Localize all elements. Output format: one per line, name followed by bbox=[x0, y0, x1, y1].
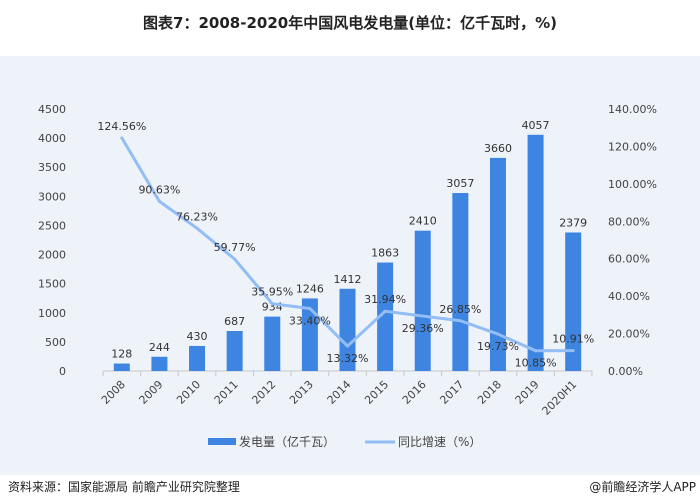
left-axis-tick-label: 500 bbox=[45, 336, 66, 349]
bar-data-label: 1246 bbox=[296, 282, 324, 295]
bar bbox=[565, 232, 582, 371]
bar-data-label: 2410 bbox=[409, 215, 437, 228]
x-axis-tick-label: 2019 bbox=[513, 378, 542, 407]
x-axis-tick-label: 2020H1 bbox=[540, 378, 580, 418]
bar bbox=[377, 262, 394, 371]
x-axis-tick-label: 2014 bbox=[325, 378, 354, 407]
legend-bar-label: 发电量（亿千瓦） bbox=[239, 434, 335, 449]
bar bbox=[226, 331, 243, 371]
right-axis-tick-label: 20.00% bbox=[608, 328, 650, 341]
legend-line-label: 同比增速（%） bbox=[398, 435, 481, 449]
left-axis-tick-label: 2000 bbox=[38, 249, 66, 262]
bar-data-label: 430 bbox=[187, 330, 208, 343]
x-axis-tick-label: 2008 bbox=[99, 378, 128, 407]
source-note: 资料来源：国家能源局 前瞻产业研究院整理 bbox=[8, 480, 240, 494]
line-point bbox=[120, 136, 124, 140]
line-point bbox=[534, 349, 538, 353]
x-axis-tick-label: 2010 bbox=[174, 378, 203, 407]
left-axis-tick-label: 1500 bbox=[38, 278, 66, 291]
line-point bbox=[195, 226, 199, 230]
bar bbox=[527, 134, 544, 371]
right-axis-tick-label: 40.00% bbox=[608, 290, 650, 303]
x-axis-tick-label: 2017 bbox=[437, 378, 466, 407]
bar bbox=[452, 193, 469, 371]
line-point bbox=[157, 199, 161, 203]
bar bbox=[489, 157, 506, 371]
left-axis-tick-label: 0 bbox=[59, 365, 66, 378]
line-data-label: 10.85% bbox=[515, 357, 557, 370]
bar bbox=[339, 288, 356, 371]
line-data-label: 31.94% bbox=[364, 293, 406, 306]
line-data-label: 35.95% bbox=[251, 286, 293, 299]
line-data-label: 124.56% bbox=[97, 120, 146, 133]
line-data-label: 59.77% bbox=[214, 241, 256, 254]
line-data-label: 10.91% bbox=[552, 333, 594, 346]
line-data-label: 76.23% bbox=[176, 210, 218, 223]
line-point bbox=[270, 302, 274, 306]
line-point bbox=[233, 257, 237, 261]
credit: @前瞻经济学人APP bbox=[589, 480, 696, 494]
bar-data-label: 1412 bbox=[334, 273, 362, 286]
x-axis-tick-label: 2012 bbox=[249, 378, 278, 407]
right-axis-tick-label: 80.00% bbox=[608, 215, 650, 228]
chart-panel bbox=[0, 56, 700, 475]
bar-data-label: 3660 bbox=[484, 142, 512, 155]
bar-data-label: 2379 bbox=[559, 216, 587, 229]
line-point bbox=[346, 344, 349, 348]
line-data-label: 19.73% bbox=[477, 340, 519, 353]
bar bbox=[151, 356, 168, 371]
bar bbox=[189, 345, 206, 371]
line-data-label: 26.85% bbox=[439, 303, 481, 316]
bar-data-label: 3057 bbox=[446, 177, 474, 190]
chart-title: 图表7：2008-2020年中国风电发电量(单位：亿千瓦时，%) bbox=[143, 14, 557, 32]
left-axis-tick-label: 2500 bbox=[38, 219, 66, 232]
right-axis-tick-label: 140.00% bbox=[608, 103, 657, 116]
legend-bar-swatch bbox=[208, 438, 236, 445]
right-axis-tick-label: 120.00% bbox=[608, 140, 657, 153]
line-data-label: 13.32% bbox=[327, 352, 369, 365]
bar bbox=[301, 298, 318, 371]
bar-data-label: 4057 bbox=[522, 119, 550, 132]
left-axis-tick-label: 4000 bbox=[38, 132, 66, 145]
line-point bbox=[571, 349, 575, 353]
x-axis-tick-label: 2009 bbox=[137, 378, 166, 407]
x-axis-tick-label: 2013 bbox=[287, 378, 316, 407]
right-axis-tick-label: 0.00% bbox=[608, 365, 643, 378]
bar bbox=[113, 363, 130, 371]
bar bbox=[414, 230, 431, 371]
bar bbox=[264, 316, 281, 371]
bar-data-label: 687 bbox=[224, 315, 245, 328]
line-point bbox=[496, 332, 500, 336]
line-point bbox=[421, 314, 425, 318]
bar-data-label: 128 bbox=[111, 348, 132, 361]
line-data-label: 33.40% bbox=[289, 314, 331, 327]
left-axis-tick-label: 4500 bbox=[38, 103, 66, 116]
line-data-label: 90.63% bbox=[138, 183, 180, 196]
line-point bbox=[308, 306, 312, 310]
x-axis-tick-label: 2018 bbox=[475, 378, 504, 407]
x-axis-tick-label: 2015 bbox=[362, 378, 391, 407]
left-axis-tick-label: 1000 bbox=[38, 307, 66, 320]
x-axis-tick-label: 2016 bbox=[400, 378, 429, 407]
right-axis-tick-label: 100.00% bbox=[608, 178, 657, 191]
line-data-label: 29.36% bbox=[402, 322, 444, 335]
right-axis-tick-label: 60.00% bbox=[608, 253, 650, 266]
bar-data-label: 244 bbox=[149, 341, 170, 354]
line-point bbox=[458, 319, 462, 323]
line-point bbox=[383, 309, 387, 313]
bar-data-label: 1863 bbox=[371, 247, 399, 260]
left-axis-tick-label: 3000 bbox=[38, 190, 66, 203]
x-axis-tick-label: 2011 bbox=[212, 378, 241, 407]
left-axis-tick-label: 3500 bbox=[38, 161, 66, 174]
